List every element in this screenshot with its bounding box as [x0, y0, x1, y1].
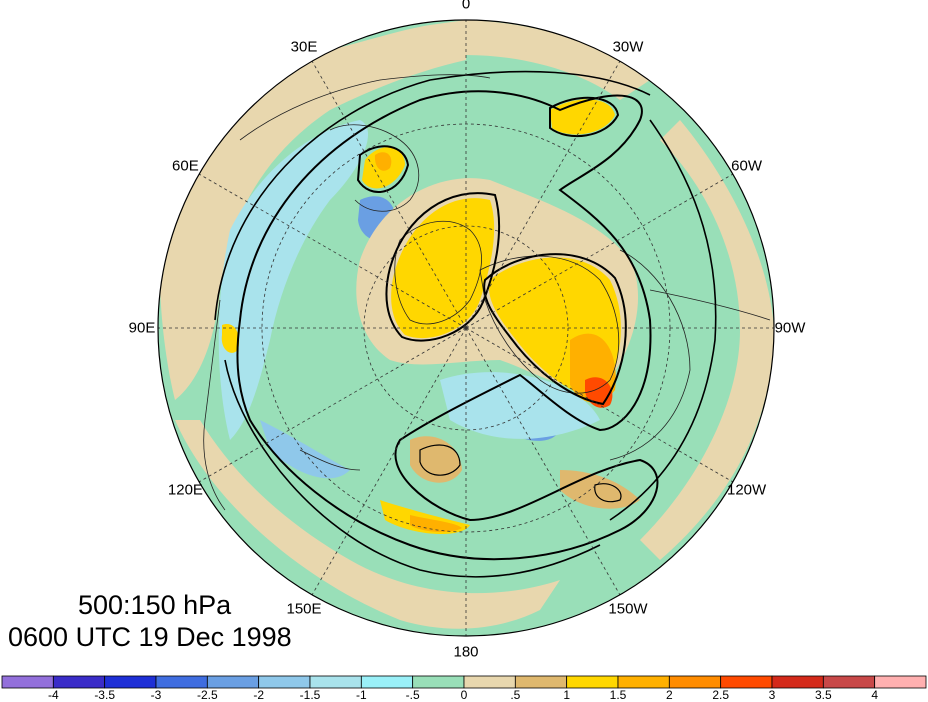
colorbar-swatch [822, 675, 876, 689]
longitude-label: 30W [612, 38, 644, 56]
colorbar-swatch [104, 675, 157, 689]
colorbar-swatch [155, 675, 208, 689]
longitude-label: 0 [461, 0, 471, 13]
colorbar-tick-label: 3 [768, 688, 776, 702]
colorbar-swatch [617, 675, 670, 689]
colorbar-tick-label: -4 [47, 688, 59, 702]
shade-blue-southwest [260, 420, 350, 479]
colorbar-swatch [771, 675, 824, 689]
longitude-label: 90E [128, 319, 156, 337]
colorbar-swatch [874, 675, 927, 689]
shade-tan-outer-east [640, 120, 774, 560]
longitude-label: 30E [290, 38, 318, 56]
longitude-label: 150W [608, 600, 648, 618]
colorbar-tick-label: 1 [563, 688, 570, 702]
colorbar-swatch [566, 675, 619, 689]
colorbar-tick-label: -2.5 [196, 688, 218, 702]
graticule [158, 20, 774, 636]
shade-yellow-arctic [391, 198, 495, 339]
colorbar-tick-label: -2 [253, 688, 264, 702]
valid-time-caption: 0600 UTC 19 Dec 1998 [8, 622, 292, 652]
longitude-label: 150E [286, 600, 322, 618]
colorbar-swatch [258, 675, 311, 689]
contour-lines [214, 70, 717, 578]
longitude-label: 120E [167, 481, 203, 499]
colorbar-tick-label: 2.5 [712, 688, 729, 702]
colorbar-tick-label: -1 [355, 688, 367, 702]
colorbar-tick-label: -.5 [405, 688, 420, 702]
colorbar-tick-label: .5 [510, 688, 521, 702]
shading-layer [159, 20, 774, 629]
colorbar-swatch [206, 675, 260, 689]
pressure-levels-caption: 500:150 hPa [78, 590, 232, 620]
colorbar-tick-label: 0 [460, 688, 468, 702]
colorbar-tick-label: 1.5 [609, 688, 627, 702]
colorbar-swatch [1, 675, 54, 689]
longitude-label: 60E [172, 157, 199, 175]
colorbar-swatch [52, 675, 106, 689]
colorbar-swatch [360, 675, 414, 689]
polar-map [158, 20, 774, 636]
colorbar [1, 675, 927, 689]
longitude-label: 180 [453, 643, 479, 661]
colorbar-tick-label: -3 [150, 688, 162, 702]
shade-yellow-asia-west [221, 324, 240, 353]
shade-tan-pacific-south [410, 436, 462, 483]
colorbar-tick-label: 3.5 [814, 688, 832, 702]
shade-orange-scand [374, 152, 392, 171]
shade-orange-pacific-south [410, 515, 462, 532]
colorbar-swatch [309, 675, 362, 689]
longitude-label: 90W [774, 319, 806, 337]
longitude-label: 60W [731, 157, 762, 175]
shade-blue-west-belt [218, 120, 369, 440]
coastlines [203, 74, 771, 511]
colorbar-swatch [463, 675, 516, 689]
shade-lightblue-pacific [440, 372, 600, 439]
colorbar-swatch [412, 675, 465, 689]
colorbar-swatch [514, 675, 568, 689]
colorbar-tick-label: -3.5 [94, 688, 115, 702]
colorbar-tick-label: 2 [665, 688, 673, 702]
longitude-label: 120W [726, 481, 767, 499]
colorbar-swatch [720, 675, 773, 689]
colorbar-swatch [668, 675, 722, 689]
colorbar-tick-label: -1.5 [299, 688, 321, 702]
colorbar-tick-label: 4 [871, 688, 878, 702]
shade-tan-outer-south [175, 420, 560, 629]
map-border [157, 19, 775, 637]
